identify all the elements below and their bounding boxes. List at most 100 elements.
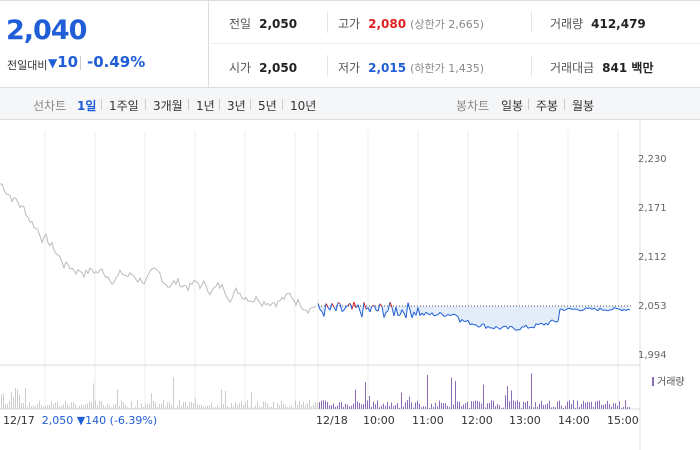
today-line-segment [367, 307, 371, 313]
today-line-segment [513, 328, 517, 331]
today-line-segment [497, 327, 501, 330]
volume-bar [605, 403, 606, 409]
volume-bar [1, 394, 2, 409]
volume-bar [23, 402, 24, 409]
tab-1week[interactable]: 1주일 [109, 99, 139, 113]
volume-bar [421, 407, 422, 409]
today-line-segment [449, 314, 453, 317]
time-tick-label: 14:00 [558, 414, 590, 427]
volume-bar [537, 406, 538, 409]
today-line-segment [453, 313, 457, 316]
today-line-segment [469, 323, 473, 326]
today-line-segment [487, 325, 491, 329]
volume-bar [377, 400, 378, 409]
volume-bar [303, 401, 304, 409]
volume-bar [17, 389, 18, 409]
volume-bar [443, 403, 444, 409]
volume-bar [577, 400, 578, 409]
volume-bar [473, 401, 474, 409]
volume-bar [153, 400, 154, 409]
today-line-segment [467, 319, 471, 325]
volume-bar [71, 402, 72, 409]
today-line-segment [535, 323, 539, 326]
volume-bar [501, 407, 502, 409]
volume-bar [579, 406, 580, 409]
volume-bar [257, 400, 258, 409]
tab-5year[interactable]: 5년 [258, 99, 277, 113]
today-line-segment [433, 314, 437, 317]
down-arrow-icon: ▼ [76, 414, 86, 427]
volume-bar [351, 405, 352, 409]
volume-bar [85, 404, 86, 409]
volume-bar [11, 392, 12, 409]
today-line-segment [377, 303, 381, 312]
tab-3month[interactable]: 3개월 [153, 99, 183, 113]
volume-bar [619, 401, 620, 409]
volume-bar [209, 405, 210, 409]
volume-bar [319, 402, 320, 409]
volume-bar [521, 407, 522, 409]
today-line-segment [501, 325, 505, 328]
volume-bar [295, 400, 296, 409]
volume-bar [447, 405, 448, 409]
today-line-segment [371, 304, 375, 307]
volume-bar [63, 404, 64, 409]
volume-bar [629, 407, 630, 409]
volume-bar [503, 407, 504, 409]
tab-10year[interactable]: 10년 [290, 99, 317, 113]
today-line-segment [621, 309, 625, 312]
today-line-segment [329, 303, 333, 311]
volume-bar [517, 400, 518, 409]
volume-bar [175, 407, 176, 409]
volume-bar [575, 407, 576, 409]
stats-row-1: 전일 2,050 고가 2,080 (상한가 2,665) 거래량 412,479 [210, 1, 700, 44]
today-line-segment [515, 329, 519, 331]
today-line-segment [547, 321, 551, 326]
today-line-segment [331, 303, 335, 308]
volume-bar [589, 402, 590, 409]
volume-bar [215, 407, 216, 409]
volume-bar [189, 401, 190, 409]
tab-weekly-candle[interactable]: 주봉 [536, 99, 559, 113]
volume-bar [525, 402, 526, 409]
today-line-segment [457, 316, 461, 323]
volume-bar [139, 407, 140, 409]
tab-monthly-candle[interactable]: 월봉 [572, 99, 595, 113]
volume-bar [617, 405, 618, 409]
volume-bar [111, 407, 112, 409]
volume-bar [127, 407, 128, 409]
volume-legend: 거래량 [652, 373, 685, 388]
volume-bar [263, 401, 264, 409]
volume-bar [203, 406, 204, 409]
chart-grid [0, 121, 641, 450]
volume-bar [269, 407, 270, 409]
volume-bar [101, 401, 102, 409]
today-line-segment [373, 305, 377, 311]
line-chart-label: 선차트 [33, 99, 67, 113]
volume-bars [1, 373, 630, 409]
volume-bar [217, 405, 218, 409]
volume-bar [25, 387, 26, 409]
volume-bar [103, 404, 104, 409]
tab-1year[interactable]: 1년 [196, 99, 215, 113]
tab-1day[interactable]: 1일 [77, 99, 97, 113]
volume-bar [459, 401, 460, 409]
volume-bar [159, 403, 160, 409]
today-series [317, 301, 631, 331]
volume-bar [611, 406, 612, 409]
volume-bar [27, 406, 28, 409]
volume-bar [541, 400, 542, 409]
volume-bar [565, 405, 566, 409]
tab-daily-candle[interactable]: 일봉 [501, 99, 524, 113]
volume-bar [417, 400, 418, 409]
volume-bar [207, 405, 208, 409]
today-line-segment [613, 307, 617, 309]
volume-bar [29, 402, 30, 409]
volume-bar [413, 407, 414, 409]
volume-bar [119, 406, 120, 409]
today-line-segment [317, 303, 321, 310]
today-line-segment [399, 309, 403, 316]
tab-3year[interactable]: 3년 [227, 99, 246, 113]
today-line-segment [591, 307, 595, 310]
